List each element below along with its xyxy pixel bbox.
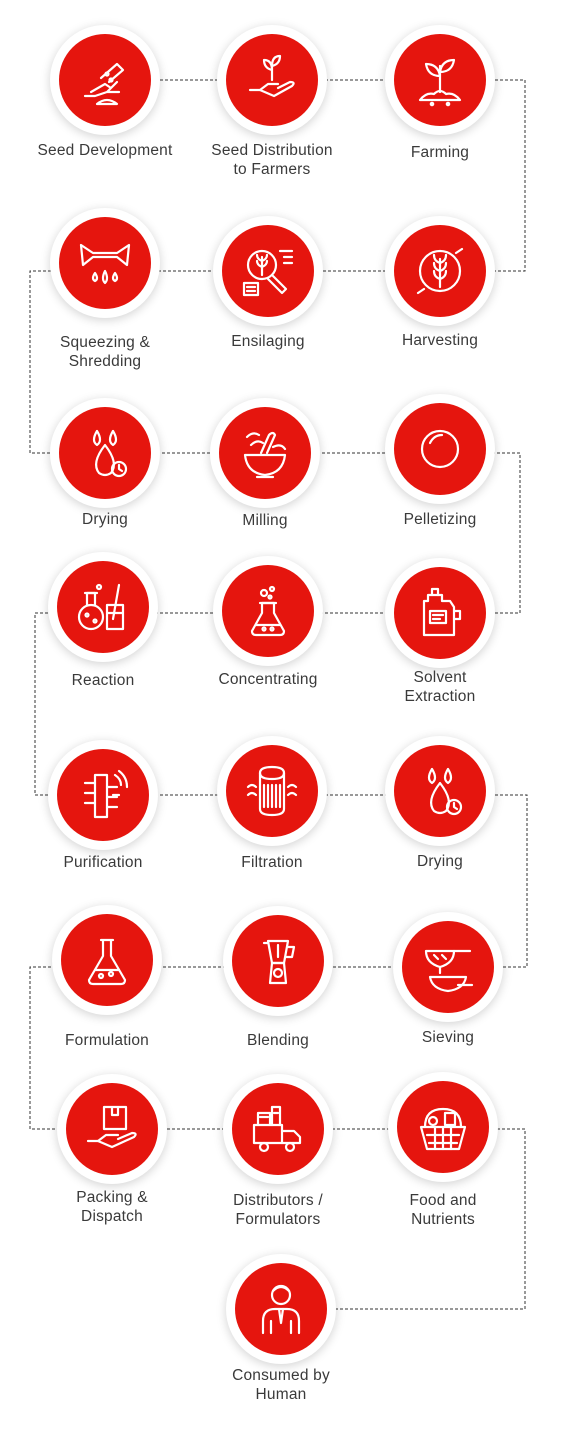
step-label: Solvent Extraction [404, 669, 476, 705]
step-disc [394, 745, 486, 837]
step-label: Ensilaging [231, 333, 305, 350]
connector-path [29, 79, 528, 1310]
sieve-bowl-icon [424, 949, 474, 993]
filter-cartridge-icon [246, 765, 298, 817]
mortar-pestle-icon [243, 431, 287, 479]
step-disc [232, 915, 324, 1007]
step-node-8 [210, 398, 320, 508]
step-label: Formulation [64, 1032, 150, 1049]
step-disc [394, 567, 486, 659]
step-disc [394, 403, 486, 495]
step-disc [57, 561, 149, 653]
step-label: Farming [410, 144, 470, 161]
step-node-21 [388, 1072, 498, 1182]
step-node-18 [52, 905, 162, 1015]
step-node-17 [223, 906, 333, 1016]
formulation-flask-icon [87, 938, 127, 986]
person-icon [261, 1284, 301, 1335]
step-disc [394, 34, 486, 126]
step-disc [222, 565, 314, 657]
step-disc [222, 225, 314, 317]
grain-analysis-icon [242, 249, 294, 297]
step-disc [397, 1081, 489, 1173]
step-disc [61, 914, 153, 1006]
step-node-16 [393, 912, 503, 1022]
step-disc [232, 1083, 324, 1175]
squeeze-drops-icon [79, 243, 131, 285]
step-label: Consumed by Human [232, 1367, 330, 1403]
step-disc [226, 34, 318, 126]
step-label: Packing & Dispatch [76, 1189, 148, 1225]
step-label: Sieving [421, 1029, 475, 1046]
step-label: Reaction [71, 672, 135, 689]
hand-holding-sprout-icon [248, 54, 295, 98]
food-basket-icon [419, 1107, 467, 1151]
step-disc [394, 225, 486, 317]
step-label: Seed Distribution to Farmers [211, 142, 333, 178]
step-node-1 [50, 25, 160, 135]
step-label: Food and Nutrients [409, 1192, 477, 1228]
step-node-11 [213, 556, 323, 666]
step-node-14 [217, 736, 327, 846]
step-node-19 [57, 1074, 167, 1184]
blender-icon [262, 939, 296, 985]
step-disc [235, 1263, 327, 1355]
step-label: Milling [242, 512, 288, 529]
flask-bubbles-icon [250, 585, 286, 637]
step-node-10 [385, 558, 495, 668]
step-label: Filtration [241, 854, 303, 871]
step-disc [66, 1083, 158, 1175]
pellet-circle-icon [420, 429, 460, 469]
step-disc [219, 407, 311, 499]
hand-sowing-seeds-icon [83, 62, 125, 106]
lab-glassware-icon [77, 583, 125, 631]
step-label: Harvesting [401, 332, 479, 349]
step-disc [57, 749, 149, 841]
step-node-15 [385, 736, 495, 846]
wheat-circle-icon [416, 247, 464, 295]
step-disc [226, 745, 318, 837]
step-disc [59, 407, 151, 499]
step-label: Blending [247, 1032, 309, 1049]
step-node-4 [385, 216, 495, 326]
step-node-6 [50, 208, 160, 318]
sprout-in-soil-icon [418, 58, 462, 107]
step-node-2 [217, 25, 327, 135]
step-label: Seed Development [37, 142, 173, 159]
step-node-20 [223, 1074, 333, 1184]
step-label: Distributors / Formulators [233, 1192, 323, 1228]
drops-timer-icon [92, 429, 128, 478]
step-node-12 [48, 552, 158, 662]
step-node-13 [48, 740, 158, 850]
step-label: Drying [82, 511, 128, 528]
step-disc [59, 217, 151, 309]
step-node-3 [385, 25, 495, 135]
step-node-7 [50, 398, 160, 508]
step-label: Pelletizing [403, 511, 477, 528]
step-label: Squeezing & Shredding [59, 334, 151, 370]
step-node-9 [385, 394, 495, 504]
solvent-canister-icon [422, 587, 462, 637]
step-label: Purification [63, 854, 143, 871]
step-disc [59, 34, 151, 126]
step-node-5 [213, 216, 323, 326]
delivery-truck-icon [252, 1105, 302, 1153]
hand-box-icon [86, 1105, 137, 1149]
purification-signal-icon [83, 769, 129, 819]
step-label: Drying [417, 853, 463, 870]
step-node-22 [226, 1254, 336, 1364]
drops-timer-icon [427, 767, 463, 816]
step-disc [402, 921, 494, 1013]
step-label: Concentrating [218, 671, 318, 688]
